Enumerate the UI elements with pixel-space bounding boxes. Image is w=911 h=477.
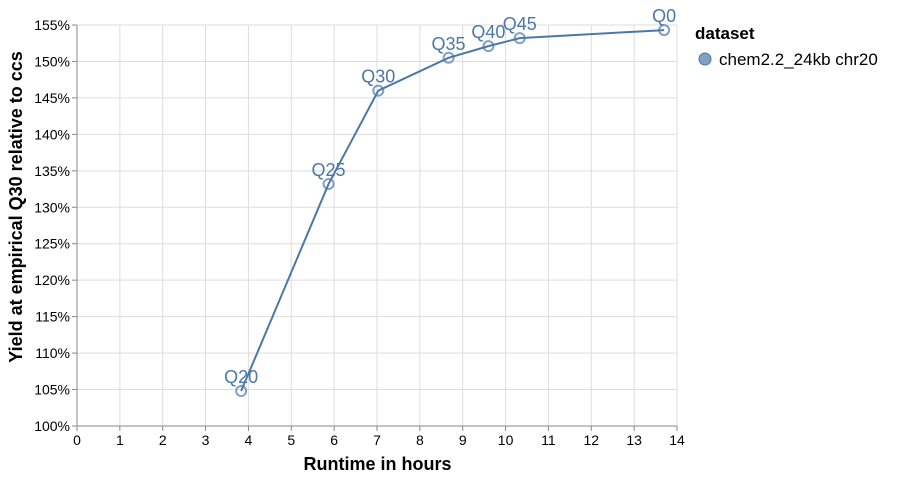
y-tick-label: 135% bbox=[34, 163, 70, 179]
x-tick-label: 1 bbox=[116, 432, 124, 448]
y-tick-label: 145% bbox=[34, 90, 70, 106]
series bbox=[235, 24, 671, 398]
point-label: Q25 bbox=[312, 160, 346, 180]
data-point bbox=[372, 84, 385, 97]
data-point bbox=[482, 40, 495, 53]
y-tick-label: 115% bbox=[35, 309, 70, 325]
y-tick-label: 125% bbox=[34, 236, 70, 252]
y-tick-label: 155% bbox=[34, 17, 70, 33]
x-tick-label: 5 bbox=[287, 432, 295, 448]
y-axis-title: Yield at empirical Q30 relative to ccs bbox=[6, 51, 26, 362]
y-tick-label: 100% bbox=[34, 418, 70, 434]
x-tick-label: 3 bbox=[202, 432, 210, 448]
x-axis-title: Runtime in hours bbox=[304, 454, 452, 474]
grid bbox=[76, 24, 678, 427]
legend-title: dataset bbox=[695, 24, 755, 43]
point-label: Q45 bbox=[503, 14, 537, 34]
data-point bbox=[322, 177, 335, 190]
legend-label: chem2.2_24kb chr20 bbox=[719, 50, 878, 69]
point-label: Q40 bbox=[471, 22, 505, 42]
point-label: Q0 bbox=[652, 6, 676, 26]
y-tick-label: 130% bbox=[34, 199, 70, 215]
series-line bbox=[240, 29, 665, 392]
x-tick-label: 10 bbox=[498, 432, 514, 448]
x-tick-label: 12 bbox=[583, 432, 599, 448]
x-tick-label: 7 bbox=[373, 432, 381, 448]
x-tick-label: 13 bbox=[626, 432, 642, 448]
data-point bbox=[442, 51, 455, 64]
axes: 0 1 2 3 4 5 6 7 8 9 10 11 12 13 14100%105%110%115%120%… bbox=[34, 17, 685, 448]
data-point bbox=[658, 24, 671, 37]
point-label: Q30 bbox=[361, 67, 395, 87]
y-tick-label: 150% bbox=[34, 53, 70, 69]
y-tick-label: 110% bbox=[35, 345, 70, 361]
x-tick-label: 8 bbox=[416, 432, 424, 448]
y-tick-label: 140% bbox=[34, 126, 70, 142]
x-tick-label: 2 bbox=[159, 432, 167, 448]
legend: dataset chem2.2_24kb chr20 bbox=[695, 24, 878, 69]
x-tick-label: 9 bbox=[459, 432, 467, 448]
x-tick-label: 14 bbox=[669, 432, 685, 448]
y-tick-label: 120% bbox=[34, 272, 70, 288]
legend-symbol bbox=[698, 52, 712, 66]
x-tick-label: 0 bbox=[73, 432, 81, 448]
data-point bbox=[235, 385, 248, 398]
point-label: Q35 bbox=[432, 34, 466, 54]
y-tick-label: 105% bbox=[34, 382, 70, 398]
data-point bbox=[513, 32, 526, 45]
x-tick-label: 6 bbox=[330, 432, 338, 448]
x-tick-label: 4 bbox=[245, 432, 253, 448]
x-tick-label: 11 bbox=[541, 432, 556, 448]
point-label: Q20 bbox=[224, 367, 258, 387]
